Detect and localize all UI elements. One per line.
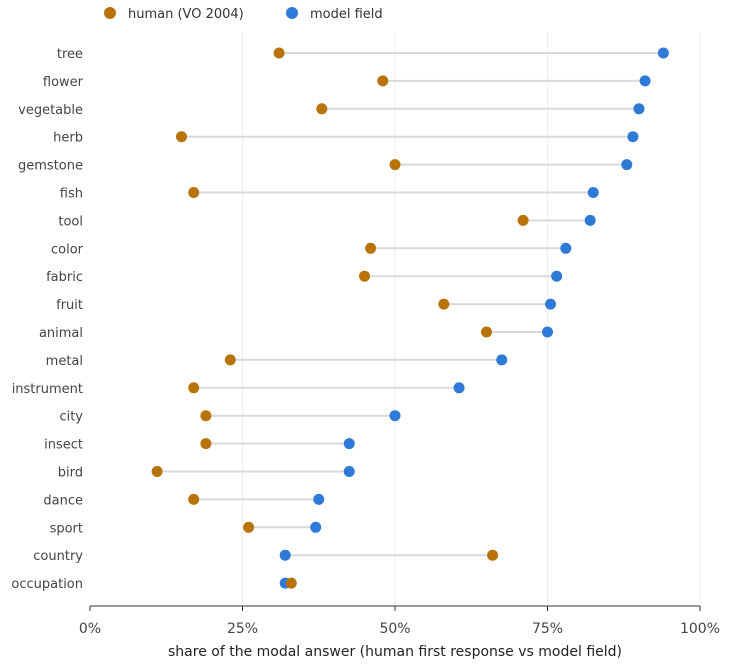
- legend: human (VO 2004) model field: [104, 7, 383, 22]
- grid: [242, 32, 701, 606]
- row-fish: fish: [60, 187, 599, 202]
- human-point: [365, 242, 377, 254]
- model-point: [545, 298, 557, 310]
- category-label: tree: [57, 47, 83, 62]
- row-animal: animal: [39, 326, 553, 341]
- model-point: [279, 549, 291, 561]
- row-tool: tool: [58, 214, 596, 229]
- human-point: [151, 466, 163, 477]
- row-metal: metal: [46, 354, 508, 369]
- row-city: city: [59, 410, 401, 425]
- model-point: [453, 382, 465, 394]
- model-point: [587, 187, 599, 198]
- human-point: [224, 354, 236, 366]
- human-point: [243, 521, 255, 533]
- human-point: [316, 103, 328, 115]
- model-point: [542, 326, 553, 338]
- category-label: metal: [46, 354, 83, 369]
- data-rows: tree flower vegetable herb gemstone fish tool c…: [11, 47, 669, 592]
- category-label: instrument: [12, 382, 83, 397]
- row-tree: tree: [57, 47, 669, 62]
- model-point: [639, 75, 651, 87]
- x-tick-label: 75%: [532, 621, 563, 637]
- row-sport: sport: [50, 521, 322, 536]
- category-label: animal: [39, 326, 83, 341]
- category-label: herb: [53, 131, 83, 146]
- model-point: [389, 410, 401, 422]
- category-label: fabric: [46, 270, 83, 285]
- category-label: color: [51, 242, 84, 257]
- human-point: [377, 75, 389, 87]
- category-label: bird: [58, 466, 83, 481]
- model-point: [551, 270, 563, 282]
- x-tick-label: 25%: [227, 621, 258, 637]
- category-label: occupation: [11, 577, 83, 592]
- x-tick-label: 0%: [79, 621, 101, 637]
- row-dance: dance: [43, 493, 325, 508]
- category-label: city: [59, 410, 83, 425]
- human-point: [359, 270, 370, 282]
- legend-label-model: model field: [310, 7, 383, 22]
- model-point: [627, 131, 639, 143]
- category-label: gemstone: [18, 159, 83, 174]
- category-label: fish: [60, 187, 83, 202]
- human-point: [176, 131, 187, 143]
- row-vegetable: vegetable: [18, 103, 645, 118]
- model-point: [560, 242, 572, 254]
- model-point: [584, 214, 596, 226]
- model-point: [657, 47, 669, 59]
- category-label: vegetable: [18, 103, 83, 118]
- x-tick-label: 50%: [379, 621, 410, 637]
- row-fruit: fruit: [56, 298, 557, 313]
- human-point: [273, 47, 285, 59]
- row-instrument: instrument: [12, 382, 465, 397]
- category-label: country: [33, 549, 83, 564]
- row-herb: herb: [53, 131, 639, 146]
- row-occupation: occupation: [11, 577, 297, 592]
- row-gemstone: gemstone: [18, 159, 633, 174]
- model-point: [310, 521, 322, 533]
- legend-marker-human: [104, 7, 116, 19]
- model-point: [496, 354, 508, 366]
- model-point: [313, 493, 325, 505]
- human-point: [389, 159, 401, 171]
- human-point: [438, 298, 450, 310]
- model-point: [633, 103, 645, 115]
- row-insect: insect: [44, 438, 355, 453]
- human-point: [188, 382, 200, 394]
- legend-label-human: human (VO 2004): [128, 7, 244, 22]
- row-bird: bird: [58, 466, 355, 481]
- human-point: [517, 214, 529, 226]
- row-flower: flower: [43, 75, 651, 90]
- human-point: [188, 493, 200, 505]
- category-label: insect: [44, 438, 83, 453]
- human-point: [285, 577, 297, 589]
- legend-marker-model: [286, 7, 298, 19]
- human-point: [200, 438, 212, 450]
- row-color: color: [51, 242, 572, 257]
- model-point: [343, 438, 355, 450]
- category-label: tool: [58, 214, 83, 229]
- category-label: dance: [43, 493, 83, 508]
- human-point: [200, 410, 212, 422]
- row-country: country: [33, 549, 499, 564]
- x-axis-label: share of the modal answer (human first r…: [168, 644, 622, 660]
- category-label: fruit: [56, 298, 83, 313]
- category-label: flower: [43, 75, 84, 90]
- human-point: [481, 326, 492, 338]
- x-axis-ticks: 0% 25% 50% 75% 100%: [79, 606, 720, 637]
- model-point: [343, 466, 355, 477]
- human-point: [487, 549, 499, 561]
- human-point: [188, 187, 200, 198]
- model-point: [621, 159, 633, 171]
- x-tick-label: 100%: [680, 621, 720, 637]
- category-label: sport: [50, 521, 83, 536]
- row-fabric: fabric: [46, 270, 563, 285]
